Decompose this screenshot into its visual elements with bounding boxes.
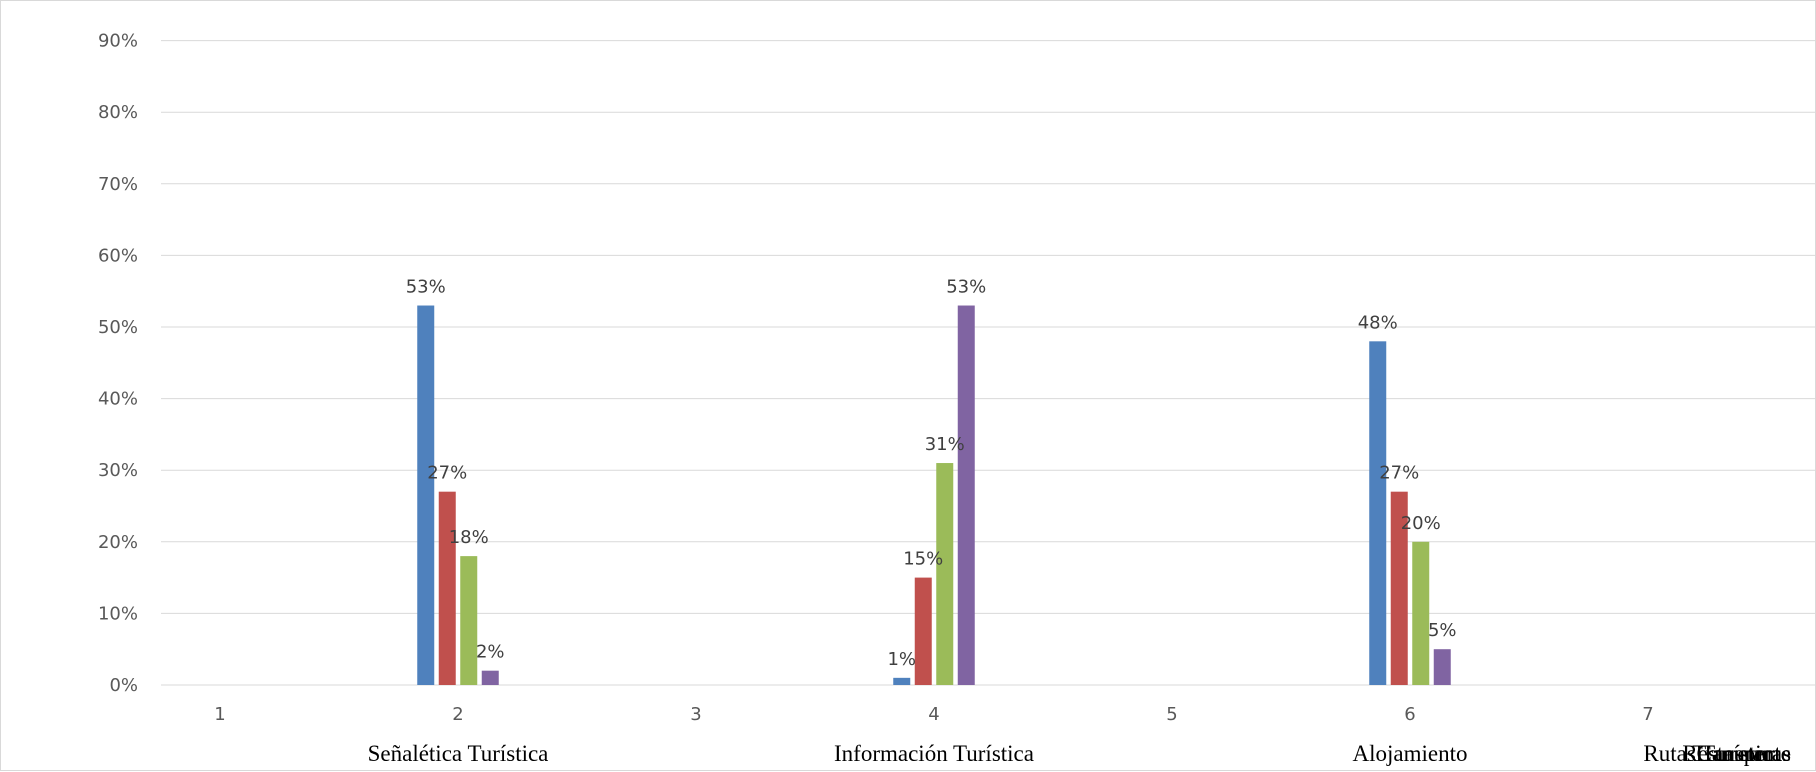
data-label: 53% [946,277,986,298]
group-label: Rutas Turísticas [1643,741,1791,766]
data-label: 2% [476,642,505,663]
bar [481,670,499,685]
bar [438,491,456,685]
group-labels: Señalética Turística Información Turístic… [368,741,1791,766]
data-label: 31% [925,434,965,455]
x-tick-label: 6 [1404,704,1415,725]
data-label: 27% [427,463,467,484]
x-tick-label: 3 [690,704,701,725]
x-tick-label: 2 [452,704,463,725]
data-label: 27% [1379,463,1419,484]
group-label: Transporte [1692,741,1791,766]
y-tick-label: 50% [98,317,138,338]
y-tick-label: 30% [98,460,138,481]
gridlines [161,40,1816,686]
y-tick-label: 90% [98,31,138,52]
y-tick-label: 60% [98,245,138,266]
bar [1412,541,1430,685]
bars [417,305,1451,685]
bar [936,463,954,685]
group-label: Carreteras [1697,741,1792,766]
y-axis-tick-labels: 0% 10% 20% 30% 40% 50% 60% 70% 80% 90% [98,31,138,696]
y-tick-label: 40% [98,389,138,410]
y-tick-label: 70% [98,174,138,195]
data-label: 15% [903,549,943,570]
bar [417,305,435,685]
y-tick-label: 20% [98,532,138,553]
data-labels: 53%1%48%73%80%48%52%27%15%27%15%10%31%23… [406,277,1457,670]
bar [957,305,975,685]
y-tick-label: 0% [109,675,138,696]
group-label: Señalética Turística [368,741,549,766]
bar [1433,649,1451,685]
x-tick-label: 5 [1166,704,1177,725]
bar [914,577,932,685]
bar [1390,491,1408,685]
data-label: 18% [449,527,489,548]
data-label: 5% [1428,620,1457,641]
x-tick-label: 4 [928,704,939,725]
x-axis-tick-labels: 1234567891011121314 [214,704,1653,725]
bar [1369,341,1387,685]
group-label: Restaurante [1682,741,1791,766]
bar [893,677,911,685]
data-label: 48% [1358,312,1398,333]
x-tick-label: 1 [214,704,225,725]
y-tick-label: 80% [98,102,138,123]
data-label: 1% [887,649,916,670]
group-label: Alojamiento [1353,741,1468,766]
data-label: 20% [1401,513,1441,534]
data-label: 53% [406,277,446,298]
group-label: Información Turística [834,741,1034,766]
x-tick-label: 7 [1642,704,1653,725]
y-tick-label: 10% [98,603,138,624]
bar [460,556,478,685]
